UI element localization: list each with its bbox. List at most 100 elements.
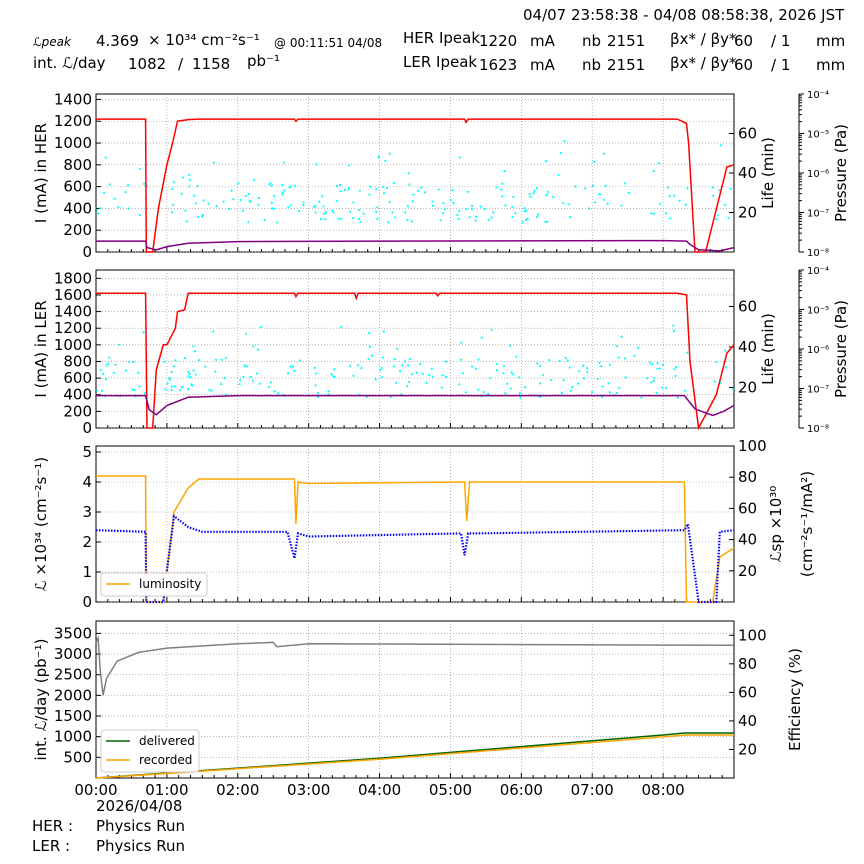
life-point: [138, 385, 141, 388]
life-point: [108, 356, 111, 359]
life-point: [569, 389, 572, 392]
life-point: [523, 207, 526, 210]
life-point: [620, 335, 623, 338]
life-point: [458, 209, 461, 212]
life-point: [237, 182, 240, 185]
life-point: [566, 359, 569, 362]
life-point: [412, 193, 415, 196]
life-point: [327, 389, 330, 393]
y-tick-label: 5: [82, 443, 92, 461]
life-point: [283, 189, 286, 192]
lpeak-time: @ 00:11:51 04/08: [274, 36, 383, 50]
intl-recorded: 1158: [192, 55, 231, 73]
life-point: [168, 376, 171, 379]
y2-tick-label: 40: [738, 338, 757, 356]
life-point: [480, 336, 483, 339]
life-point: [501, 195, 504, 198]
life-point: [319, 218, 323, 221]
life-point: [400, 393, 403, 396]
life-point: [335, 184, 339, 188]
life-point: [99, 207, 102, 210]
life-point: [243, 364, 247, 367]
y-tick-label: 2000: [54, 686, 92, 704]
y-tick-label: 0: [82, 419, 92, 437]
life-point: [562, 201, 565, 205]
life-point: [526, 217, 529, 220]
her-beta-value: 60: [734, 32, 754, 50]
life-point: [684, 203, 687, 206]
y-tick-label: 1: [82, 563, 92, 581]
life-point: [367, 331, 371, 335]
life-point: [532, 192, 535, 195]
life-point: [224, 393, 227, 396]
her-ma-unit: mA: [530, 32, 555, 50]
life-point: [174, 359, 177, 362]
life-point: [313, 366, 316, 369]
life-point: [627, 191, 630, 194]
x-tick-label: 04:00: [358, 781, 401, 799]
life-point: [183, 356, 186, 360]
life-point: [210, 389, 213, 392]
life-point: [289, 365, 292, 368]
life-point: [408, 183, 411, 186]
life-point: [257, 196, 261, 200]
x-tick-label: 08:00: [641, 781, 684, 799]
life-point: [347, 188, 350, 191]
life-point: [289, 204, 292, 207]
life-point: [340, 217, 343, 221]
life-point: [542, 373, 545, 377]
life-point: [352, 216, 355, 220]
life-point: [382, 192, 386, 195]
life-point: [113, 197, 116, 200]
life-point: [347, 186, 351, 189]
life-point: [197, 215, 200, 219]
life-point: [483, 208, 486, 211]
life-point: [474, 215, 478, 218]
life-point: [506, 382, 509, 385]
life-point: [324, 218, 327, 221]
life-point: [399, 369, 402, 373]
life-point: [368, 193, 371, 196]
y2-tick-label: 40: [738, 164, 757, 182]
ler-ma-unit: mA: [530, 56, 555, 74]
life-point: [649, 361, 652, 364]
y-axis-label: int. ℒ/day (pb⁻¹): [32, 639, 50, 761]
life-point: [316, 391, 319, 395]
life-point: [357, 364, 360, 367]
life-point: [214, 358, 218, 361]
life-point: [666, 186, 669, 189]
life-point: [192, 369, 195, 372]
y-tick-label: 4: [82, 473, 92, 491]
life-point: [598, 361, 601, 364]
life-point: [359, 220, 362, 224]
life-point: [314, 204, 317, 207]
y2-tick-label: 100: [738, 626, 767, 644]
life-point: [593, 160, 596, 163]
life-point: [652, 376, 655, 380]
life-point: [352, 374, 355, 377]
y-tick-label: 1500: [54, 707, 92, 725]
life-point: [602, 198, 605, 201]
life-point: [232, 198, 235, 201]
life-point: [471, 365, 474, 368]
intl-label: int. ℒ/day: [33, 54, 106, 72]
y2-axis-label: Life (min): [759, 313, 777, 385]
life-point: [676, 396, 679, 399]
life-point: [488, 377, 492, 380]
y-tick-label: 1000: [54, 336, 92, 354]
life-point: [560, 392, 564, 395]
y-axis-label: I (mA) in HER: [32, 123, 50, 223]
y2-tick-label: 60: [738, 297, 757, 315]
y-tick-label: 800: [63, 352, 92, 370]
y-tick-label: 1800: [54, 269, 92, 287]
life-point: [384, 159, 387, 163]
life-point: [376, 217, 379, 221]
life-point: [668, 195, 671, 198]
life-point: [652, 169, 655, 173]
ler-beta-denom: / 1: [771, 56, 791, 74]
life-point: [180, 386, 184, 389]
y-tick-label: 1600: [54, 286, 92, 304]
life-point: [388, 200, 391, 204]
her-nb-value: 2151: [607, 32, 646, 50]
life-point: [577, 382, 580, 385]
